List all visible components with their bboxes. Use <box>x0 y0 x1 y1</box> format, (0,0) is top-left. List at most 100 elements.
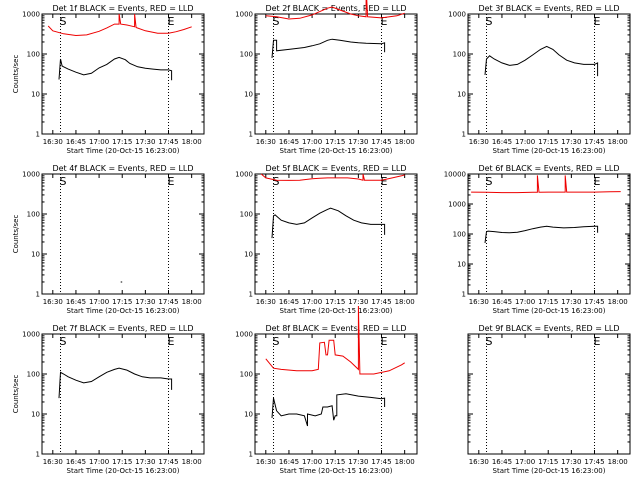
x-tick-label: 17:30 <box>561 138 581 146</box>
series-line-events <box>271 207 386 239</box>
x-tick-label: 17:00 <box>515 298 535 306</box>
x-tick-label: 18:00 <box>395 138 415 146</box>
x-tick-label: 16:45 <box>279 458 299 466</box>
x-tick-label: 17:30 <box>561 458 581 466</box>
x-tick-label: 17:15 <box>325 458 345 466</box>
x-axis-label: Start Time (20-Oct-15 16:23:00) <box>280 147 393 155</box>
x-tick-label: 17:00 <box>302 298 322 306</box>
chart-title: Det 5f BLACK = Events, RED = LLD <box>265 164 406 173</box>
y-tick-label: 100 <box>240 211 253 219</box>
x-tick-label: 17:00 <box>89 138 109 146</box>
x-tick-label: 18:00 <box>182 138 202 146</box>
plot-frame <box>254 333 418 455</box>
y-tick-label: 10 <box>31 91 40 99</box>
x-tick-label: 17:30 <box>135 458 155 466</box>
chart-title: Det 7f BLACK = Events, RED = LLD <box>52 324 193 333</box>
chart-panel-4: Det 4f BLACK = Events, RED = LLD 16:30 16:… <box>12 164 205 315</box>
interval-marker-label: S <box>486 15 493 28</box>
interval-marker-label: E <box>594 15 601 28</box>
series-line-events <box>271 38 386 58</box>
x-axis-label: Start Time (20-Oct-15 16:23:00) <box>493 307 606 315</box>
y-tick-label: 1 <box>249 451 253 459</box>
interval-marker-label: S <box>273 335 280 348</box>
x-tick-label: 17:45 <box>371 298 391 306</box>
x-tick-label: 16:30 <box>469 298 489 306</box>
interval-marker-label: S <box>486 175 493 188</box>
y-tick-label: 1000 <box>448 201 466 209</box>
chart-panel-5: Det 5f BLACK = Events, RED = LLD 16:30 16:… <box>235 164 418 315</box>
plot-frame <box>41 173 205 295</box>
x-tick-label: 16:45 <box>66 138 86 146</box>
y-tick-label: 10 <box>457 91 466 99</box>
x-tick-label: 17:00 <box>302 138 322 146</box>
x-tick-label: 16:30 <box>43 138 63 146</box>
plot-frame <box>467 333 631 455</box>
x-tick-label: 16:45 <box>66 298 86 306</box>
y-tick-label: 1 <box>462 131 466 139</box>
interval-marker-label: E <box>168 15 175 28</box>
y-tick-label: 100 <box>27 51 40 59</box>
y-tick-label: 100 <box>27 371 40 379</box>
plot-frame <box>41 333 205 455</box>
interval-marker-label: E <box>594 175 601 188</box>
x-tick-label: 18:00 <box>182 298 202 306</box>
x-tick-label: 17:30 <box>135 298 155 306</box>
x-tick-label: 17:30 <box>348 138 368 146</box>
y-tick-label: 1000 <box>22 11 40 19</box>
chart-panel-1: Det 1f BLACK = Events, RED = LLD 16:30 16:… <box>12 4 205 155</box>
y-tick-label: 1 <box>36 131 40 139</box>
x-tick-label: 17:15 <box>112 298 132 306</box>
x-axis-label: Start Time (20-Oct-15 16:23:00) <box>280 307 393 315</box>
y-tick-label: 1 <box>36 451 40 459</box>
interval-marker-label: S <box>60 335 67 348</box>
y-axis-label: Counts/sec <box>12 215 20 254</box>
x-tick-label: 18:00 <box>608 138 628 146</box>
x-tick-label: 18:00 <box>395 458 415 466</box>
y-tick-label: 10 <box>244 91 253 99</box>
series-line-lld <box>265 305 405 375</box>
x-axis-label: Start Time (20-Oct-15 16:23:00) <box>493 467 606 475</box>
x-tick-label: 18:00 <box>182 458 202 466</box>
x-tick-label: 16:30 <box>43 298 63 306</box>
chart-title: Det 8f BLACK = Events, RED = LLD <box>265 324 406 333</box>
x-tick-label: 17:15 <box>538 298 558 306</box>
x-tick-label: 17:15 <box>112 138 132 146</box>
x-tick-label: 17:00 <box>89 298 109 306</box>
series-line-lld <box>265 0 405 20</box>
interval-marker-label: S <box>60 175 67 188</box>
y-tick-label: 10 <box>31 251 40 259</box>
y-tick-label: 100 <box>453 51 466 59</box>
interval-marker-label: E <box>168 335 175 348</box>
x-axis-label: Start Time (20-Oct-15 16:23:00) <box>67 147 180 155</box>
x-tick-label: 16:45 <box>279 138 299 146</box>
y-tick-label: 1000 <box>235 171 253 179</box>
x-tick-label: 17:15 <box>325 298 345 306</box>
chart-panel-3: Det 3f BLACK = Events, RED = LLD 16:30 16:… <box>448 4 631 155</box>
x-tick-label: 17:00 <box>89 458 109 466</box>
x-tick-label: 16:30 <box>469 138 489 146</box>
x-axis-label: Start Time (20-Oct-15 16:23:00) <box>280 467 393 475</box>
y-tick-label: 10 <box>244 411 253 419</box>
y-tick-label: 1000 <box>22 171 40 179</box>
chart-title: Det 6f BLACK = Events, RED = LLD <box>478 164 619 173</box>
y-axis-label: Counts/sec <box>12 55 20 94</box>
x-axis-label: Start Time (20-Oct-15 16:23:00) <box>67 467 180 475</box>
chart-panel-6: Det 6f BLACK = Events, RED = LLD 16:30 16:… <box>444 164 631 315</box>
x-tick-label: 16:30 <box>256 298 276 306</box>
y-tick-label: 10000 <box>444 171 466 179</box>
y-tick-label: 100 <box>453 231 466 239</box>
x-tick-label: 17:45 <box>584 298 604 306</box>
y-tick-label: 100 <box>240 371 253 379</box>
x-tick-label: 16:45 <box>279 298 299 306</box>
chart-title: Det 4f BLACK = Events, RED = LLD <box>52 164 193 173</box>
x-tick-label: 17:00 <box>515 138 535 146</box>
x-tick-label: 16:45 <box>492 138 512 146</box>
y-tick-label: 10 <box>31 411 40 419</box>
x-tick-label: 17:45 <box>371 458 391 466</box>
series-line-events <box>271 393 386 427</box>
chart-panel-7: Det 7f BLACK = Events, RED = LLD 16:30 16:… <box>12 324 205 475</box>
x-tick-label: 17:15 <box>325 138 345 146</box>
y-axis-label: Counts/sec <box>12 375 20 414</box>
